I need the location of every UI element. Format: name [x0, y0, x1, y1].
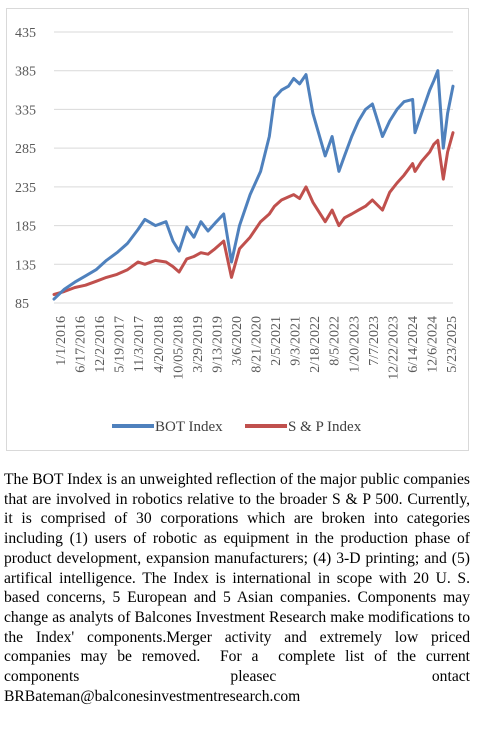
x-tick-label: 11/3/2017	[132, 316, 147, 372]
x-tick-label: 6/14/2024	[406, 316, 421, 373]
y-tick-label: 185	[15, 220, 36, 235]
y-tick-label: 285	[15, 142, 36, 157]
x-tick-label: 12/2/2016	[93, 316, 108, 373]
y-tick-label: 235	[15, 181, 36, 196]
y-tick-label: 435	[15, 26, 36, 41]
y-tick-label: 385	[15, 65, 36, 80]
x-tick-label: 5/19/2017	[113, 316, 128, 373]
x-tick-label: 12/22/2023	[386, 316, 401, 380]
x-tick-label: 1/20/2023	[347, 316, 362, 373]
x-tick-label: 5/23/2025	[445, 316, 460, 373]
x-tick-label: 2/5/2021	[269, 316, 284, 366]
x-axis-ticks: 1/1/2016 6/17/2016 12/2/2016 5/19/2017 11/3/…	[54, 316, 460, 380]
y-axis-ticks: 85 135 185 235 285 335 385 435	[15, 26, 36, 312]
y-tick-label: 85	[15, 297, 29, 312]
x-tick-label: 8/5/2022	[328, 316, 343, 366]
chart-frame: 85 135 185 235 285 335 385 435 1/1/2016 6/17/201…	[6, 8, 469, 451]
x-tick-label: 2/18/2022	[308, 316, 323, 373]
line-chart: 85 135 185 235 285 335 385 435 1/1/2016 6/17/201…	[15, 26, 460, 435]
legend-label: S & P Index	[288, 419, 362, 435]
y-tick-label: 335	[15, 103, 36, 118]
series-line-sp-index	[52, 131, 455, 296]
x-tick-label: 3/29/2019	[191, 316, 206, 373]
x-tick-label: 9/3/2021	[289, 316, 304, 366]
gridlines	[54, 31, 453, 304]
x-tick-label: 8/21/2020	[250, 316, 265, 373]
x-tick-label: 9/13/2019	[210, 316, 225, 373]
x-tick-label: 1/1/2016	[54, 316, 69, 366]
legend-label: BOT Index	[155, 419, 223, 435]
x-tick-label: 12/6/2024	[425, 316, 440, 373]
index-description: The BOT Index is an unweighted reflectio…	[4, 471, 470, 705]
x-tick-label: 6/17/2016	[74, 316, 89, 373]
x-tick-label: 7/7/2023	[367, 316, 382, 366]
x-tick-label: 4/20/2018	[152, 316, 167, 373]
series-line-bot-index	[52, 69, 455, 301]
legend: BOT Index S & P Index	[112, 419, 362, 435]
x-tick-label: 10/05/2018	[171, 316, 186, 380]
x-tick-label: 3/6/2020	[230, 316, 245, 366]
series-lines	[52, 69, 455, 301]
y-tick-label: 135	[15, 258, 36, 273]
